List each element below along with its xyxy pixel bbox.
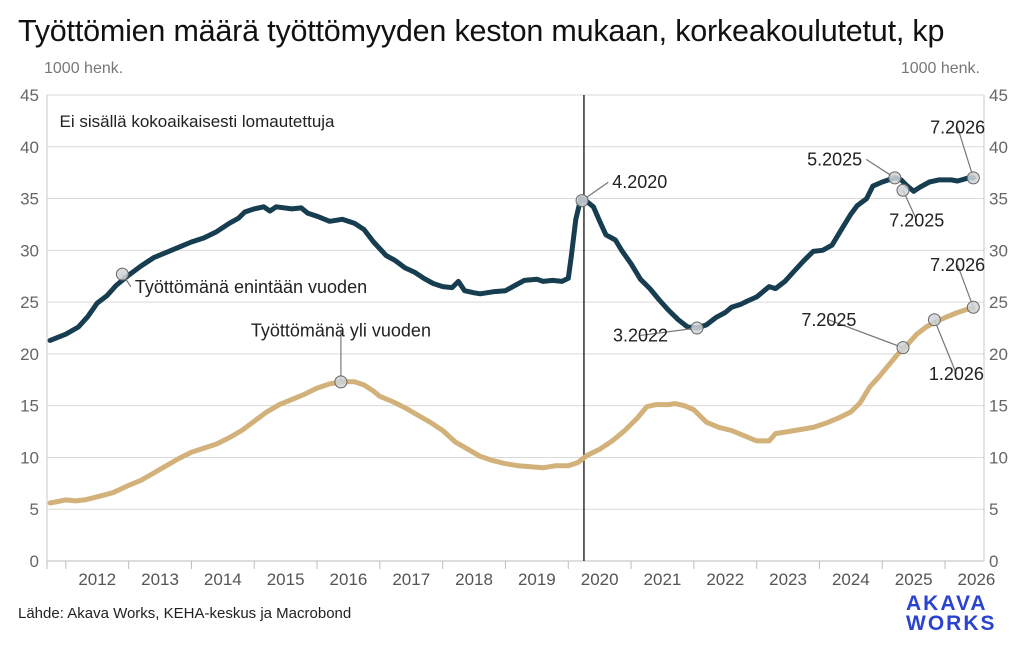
annotation-label: 4.2020 [612,172,667,192]
x-tick-label: 2018 [455,570,493,589]
y-tick-label-right: 5 [989,500,998,519]
annotation-label: Työttömänä yli vuoden [251,320,431,340]
y-tick-label-right: 20 [989,345,1008,364]
y-tick-label-left: 25 [20,293,39,312]
annotation-label: 7.2025 [889,211,944,231]
annotation-label: 5.2025 [807,149,862,169]
annotation-marker [896,183,910,197]
annotation-marker [690,321,704,335]
source-note: Lähde: Akava Works, KEHA-keskus ja Macro… [18,605,352,622]
y-tick-label-left: 40 [20,138,39,157]
y-tick-label-right: 45 [989,86,1008,105]
annotation-label: Työttömänä enintään vuoden [135,277,367,297]
x-tick-label: 2024 [832,570,870,589]
annotation-marker [334,375,348,389]
y-tick-label-left: 20 [20,345,39,364]
annotation-label: 3.2022 [613,325,668,345]
y-tick-label-right: 30 [989,241,1008,260]
y-tick-label-left: 15 [20,397,39,416]
right-axis-unit: 1000 henk. [900,60,980,77]
y-tick-label-right: 40 [989,138,1008,157]
annotation-label: 7.2026 [930,117,985,137]
x-tick-label: 2025 [895,570,933,589]
x-tick-label: 2026 [958,570,996,589]
annotation-marker [966,300,980,314]
y-tick-label-right: 10 [989,448,1008,467]
x-tick-label: 2016 [330,570,368,589]
chart-title: Työttömien määrä työttömyyden keston muk… [18,14,945,48]
y-tick-label-right: 0 [989,552,998,571]
annotation-marker [966,171,980,185]
series-line-short-term [47,175,976,343]
y-tick-label-left: 30 [20,241,39,260]
y-tick-label-left: 35 [20,190,39,209]
logo-line-1: AKAVA [906,592,988,615]
annotation-leader [828,319,904,349]
annotation-label: 7.2026 [930,255,985,275]
x-tick-label: 2017 [392,570,430,589]
x-tick-label: 2023 [769,570,807,589]
y-tick-label-right: 35 [989,190,1008,209]
annotation-marker [115,267,129,281]
annotation-marker [575,194,589,208]
series-line-long-term [47,305,976,506]
chart-note: Ei sisällä kokoaikaisesti lomautettuja [60,112,336,131]
x-tick-label: 2015 [267,570,305,589]
annotation-label: 1.2026 [929,364,984,384]
y-tick-label-left: 0 [30,552,39,571]
x-tick-label: 2019 [518,570,556,589]
annotation-leader [957,127,974,179]
x-tick-label: 2020 [581,570,619,589]
y-tick-label-left: 5 [30,500,39,519]
x-tick-label: 2021 [644,570,682,589]
y-tick-label-right: 15 [989,397,1008,416]
y-tick-label-left: 10 [20,448,39,467]
x-tick-label: 2012 [78,570,116,589]
annotation-leader [957,264,974,308]
annotation-label: 7.2025 [801,310,856,330]
logo-line-2: WORKS [906,612,997,635]
left-axis-unit: 1000 henk. [44,60,124,77]
akava-works-logo: AKAVA WORKS [906,592,997,635]
annotation-leader [640,327,698,337]
annotation-marker [896,341,910,355]
y-tick-label-left: 45 [20,86,39,105]
y-tick-label-right: 25 [989,293,1008,312]
x-tick-label: 2022 [706,570,744,589]
annotation-marker [927,313,941,327]
x-tick-label: 2014 [204,570,242,589]
annotation-leader [933,319,957,375]
x-tick-label: 2013 [141,570,179,589]
annotation-marker [888,171,902,185]
